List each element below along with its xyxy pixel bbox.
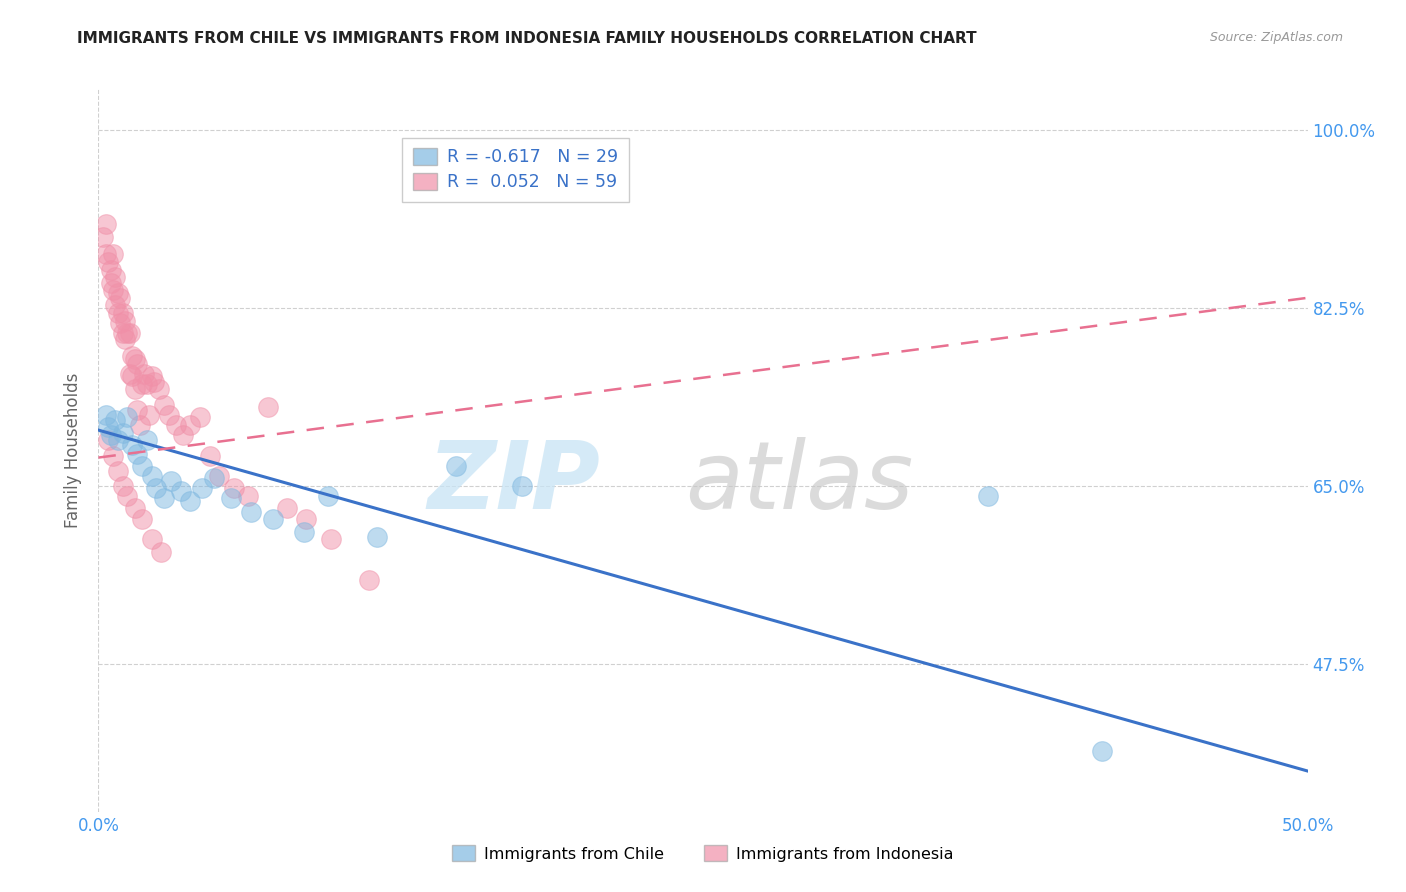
Point bbox=[94, 217, 117, 231]
Point bbox=[141, 469, 163, 483]
Text: Source: ZipAtlas.com: Source: ZipAtlas.com bbox=[1209, 31, 1343, 45]
Point bbox=[107, 306, 129, 320]
Point bbox=[117, 409, 139, 424]
Point bbox=[101, 283, 124, 297]
Point bbox=[160, 474, 183, 488]
Point bbox=[104, 298, 127, 312]
Text: ZIP: ZIP bbox=[427, 437, 600, 529]
Point bbox=[124, 501, 146, 516]
Point bbox=[131, 458, 153, 473]
Point bbox=[118, 326, 141, 341]
Point bbox=[108, 316, 131, 330]
Point bbox=[152, 491, 174, 506]
Point bbox=[150, 545, 173, 559]
Point bbox=[121, 438, 143, 452]
Point bbox=[100, 263, 122, 277]
Point bbox=[100, 276, 122, 290]
Point bbox=[97, 255, 120, 269]
Point bbox=[446, 458, 468, 473]
Point bbox=[239, 504, 262, 518]
Point bbox=[107, 464, 129, 478]
Point bbox=[141, 532, 163, 546]
Point bbox=[172, 428, 194, 442]
Point bbox=[148, 383, 170, 397]
Point bbox=[117, 489, 139, 503]
Point bbox=[143, 376, 166, 390]
Text: atlas: atlas bbox=[686, 437, 914, 528]
Point bbox=[131, 511, 153, 525]
Point bbox=[104, 413, 127, 427]
Point bbox=[141, 369, 163, 384]
Point bbox=[152, 398, 174, 412]
Point bbox=[145, 481, 167, 495]
Point bbox=[138, 408, 160, 422]
Legend: Immigrants from Chile, Immigrants from Indonesia: Immigrants from Chile, Immigrants from I… bbox=[446, 839, 960, 868]
Point bbox=[118, 367, 141, 381]
Point bbox=[97, 420, 120, 434]
Point bbox=[121, 369, 143, 384]
Point bbox=[191, 481, 214, 495]
Point bbox=[179, 494, 201, 508]
Text: IMMIGRANTS FROM CHILE VS IMMIGRANTS FROM INDONESIA FAMILY HOUSEHOLDS CORRELATION: IMMIGRANTS FROM CHILE VS IMMIGRANTS FROM… bbox=[77, 31, 977, 46]
Point bbox=[179, 417, 201, 432]
Point bbox=[97, 434, 120, 448]
Point bbox=[104, 270, 127, 285]
Point bbox=[204, 471, 226, 485]
Point bbox=[111, 479, 134, 493]
Point bbox=[127, 357, 149, 371]
Point bbox=[124, 383, 146, 397]
Point bbox=[135, 434, 157, 448]
Point bbox=[108, 291, 131, 305]
Point bbox=[127, 402, 149, 417]
Point bbox=[100, 428, 122, 442]
Point bbox=[977, 489, 1000, 503]
Point bbox=[135, 377, 157, 392]
Point bbox=[127, 446, 149, 460]
Point bbox=[188, 409, 211, 424]
Point bbox=[128, 417, 150, 432]
Point bbox=[510, 479, 533, 493]
Point bbox=[222, 481, 245, 495]
Point bbox=[359, 573, 381, 587]
Point bbox=[101, 247, 124, 261]
Point bbox=[319, 532, 342, 546]
Point bbox=[198, 449, 221, 463]
Point bbox=[366, 530, 388, 544]
Point bbox=[114, 332, 136, 346]
Point bbox=[316, 489, 339, 503]
Point bbox=[111, 326, 134, 341]
Point bbox=[107, 285, 129, 300]
Point bbox=[165, 417, 187, 432]
Point bbox=[295, 511, 318, 525]
Point bbox=[94, 408, 117, 422]
Point bbox=[256, 400, 278, 414]
Point bbox=[1091, 744, 1114, 758]
Point bbox=[111, 306, 134, 320]
Point bbox=[121, 349, 143, 363]
Point bbox=[238, 489, 260, 503]
Point bbox=[131, 377, 153, 392]
Point bbox=[169, 484, 191, 499]
Point bbox=[208, 469, 231, 483]
Point bbox=[157, 408, 180, 422]
Point bbox=[134, 367, 156, 381]
Point bbox=[221, 491, 243, 506]
Point bbox=[114, 314, 136, 328]
Y-axis label: Family Households: Family Households bbox=[65, 373, 83, 528]
Point bbox=[107, 434, 129, 448]
Point bbox=[91, 229, 114, 244]
Point bbox=[292, 524, 315, 539]
Point bbox=[262, 511, 284, 525]
Point bbox=[94, 247, 117, 261]
Point bbox=[124, 351, 146, 366]
Point bbox=[117, 326, 139, 341]
Point bbox=[101, 449, 124, 463]
Point bbox=[276, 501, 298, 516]
Point bbox=[111, 426, 134, 441]
Legend: R = -0.617   N = 29, R =  0.052   N = 59: R = -0.617 N = 29, R = 0.052 N = 59 bbox=[402, 137, 628, 202]
